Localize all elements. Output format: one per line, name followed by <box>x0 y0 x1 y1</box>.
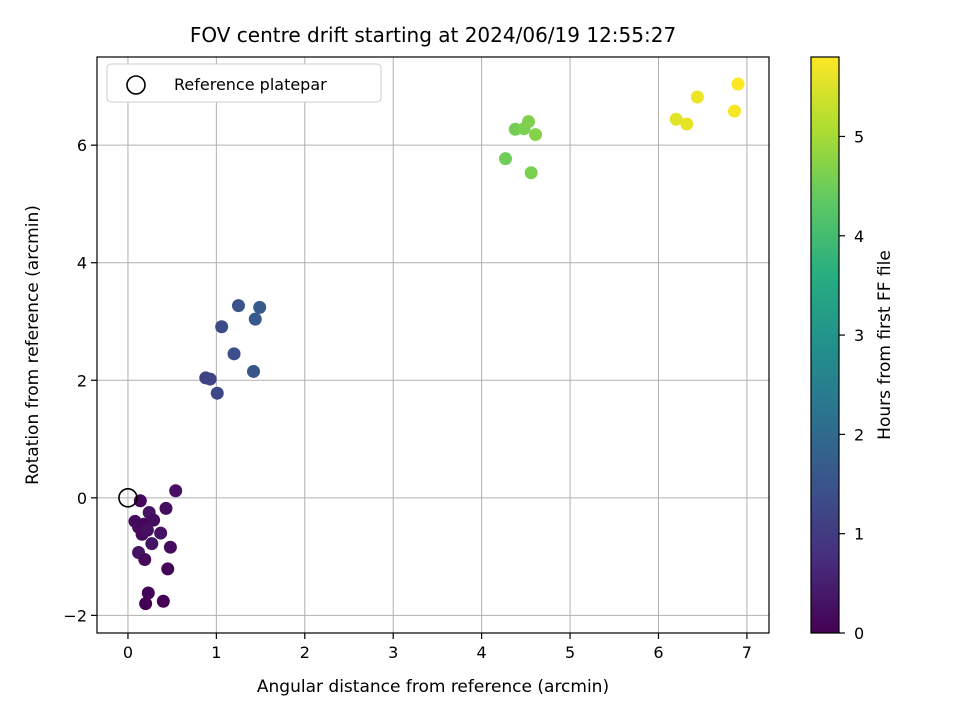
x-tick-label: 2 <box>300 643 310 662</box>
x-axis-ticks: 0 1 2 3 4 5 6 7 <box>123 633 752 662</box>
scatter-point <box>156 594 170 608</box>
x-tick-label: 4 <box>477 643 487 662</box>
scatter-point <box>690 90 704 104</box>
colorbar-title: Hours from first FF file <box>875 250 895 440</box>
scatter-point <box>529 128 543 142</box>
scatter-point <box>145 537 159 551</box>
scatter-point <box>154 526 168 540</box>
scatter-point <box>247 364 261 378</box>
scatter-point <box>169 484 183 498</box>
x-tick-label: 5 <box>565 643 575 662</box>
scatter-point <box>161 562 175 576</box>
scatter-point <box>139 597 153 611</box>
colorbar-tick-label: 3 <box>854 326 864 345</box>
x-tick-label: 0 <box>123 643 133 662</box>
y-tick-label: 2 <box>77 371 87 390</box>
colorbar-tick-label: 2 <box>854 425 864 444</box>
scatter-point <box>231 299 245 313</box>
y-axis-ticks: −2 0 2 4 6 <box>63 136 97 625</box>
scatter-point <box>141 586 155 600</box>
x-axis-title: Angular distance from reference (arcmin) <box>257 677 609 697</box>
legend: Reference platepar <box>106 63 382 103</box>
colorbar-frame <box>810 56 840 634</box>
plot-frame <box>96 56 770 634</box>
y-tick-label: 6 <box>77 136 87 155</box>
scatter-point <box>147 513 161 527</box>
scatter-point <box>669 112 683 126</box>
scatter-point <box>215 320 229 334</box>
scatter-point <box>521 115 535 129</box>
x-tick-label: 7 <box>742 643 752 662</box>
scatter-points <box>128 77 745 611</box>
scatter-point <box>248 312 262 326</box>
scatter-point <box>203 372 217 386</box>
scatter-point <box>253 300 267 314</box>
scatter-point <box>227 347 241 361</box>
scatter-point <box>680 117 694 131</box>
grid <box>97 57 769 633</box>
scatter-point <box>210 386 224 400</box>
scatter-point <box>163 540 177 554</box>
x-tick-label: 3 <box>388 643 398 662</box>
legend-label: Reference platepar <box>174 75 327 94</box>
colorbar-tick-label: 4 <box>854 227 864 246</box>
scatter-point <box>524 166 538 180</box>
scatter-point <box>499 152 513 166</box>
y-axis-title: Rotation from reference (arcmin) <box>23 205 43 485</box>
plot-background <box>97 57 769 633</box>
plot-area: 0 1 2 3 4 5 6 7 −2 0 2 4 6 <box>63 56 770 662</box>
x-tick-label: 6 <box>653 643 663 662</box>
legend-box <box>106 63 382 103</box>
colorbar-tick-label: 1 <box>854 525 864 544</box>
reference-platepar-marker <box>118 488 138 508</box>
colorbar-gradient <box>811 57 839 633</box>
colorbar-ticks: 0 1 2 3 4 5 <box>839 127 864 643</box>
scatter-point <box>138 553 152 567</box>
y-tick-label: 4 <box>77 254 87 273</box>
scatter-point <box>731 77 745 91</box>
legend-marker <box>126 75 146 95</box>
colorbar: 0 1 2 3 4 5 Hours from first FF file <box>810 56 895 643</box>
y-tick-label: 0 <box>77 489 87 508</box>
scatter-point <box>140 523 154 537</box>
chart-title: FOV centre drift starting at 2024/06/19 … <box>190 23 676 47</box>
y-tick-label: −2 <box>63 606 87 625</box>
colorbar-tick-label: 0 <box>854 624 864 643</box>
colorbar-tick-label: 5 <box>854 127 864 146</box>
x-tick-label: 1 <box>211 643 221 662</box>
scatter-point <box>159 501 173 515</box>
scatter-point <box>728 104 742 118</box>
